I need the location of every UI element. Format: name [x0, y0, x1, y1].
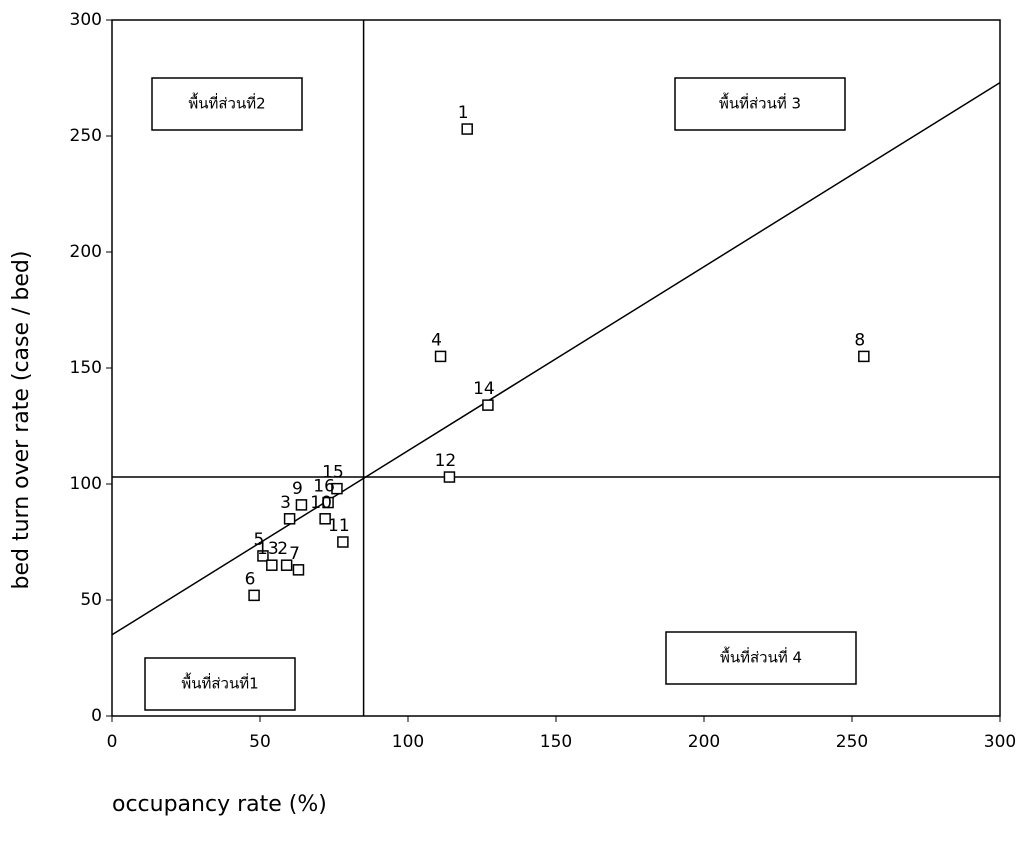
point — [338, 537, 348, 547]
x-tick-label: 0 — [107, 732, 118, 752]
y-tick-label: 100 — [70, 474, 102, 494]
point — [859, 351, 869, 361]
point — [267, 560, 277, 570]
y-tick-label: 150 — [70, 358, 102, 378]
point — [249, 590, 259, 600]
y-tick-label: 300 — [70, 10, 102, 30]
x-axis-title: occupancy rate (%) — [112, 792, 327, 817]
point-label: 6 — [245, 569, 256, 589]
zone-label: พื้นที่ส่วนที่2 — [188, 93, 265, 113]
point-label: 8 — [854, 330, 865, 350]
point-label: 3 — [280, 493, 291, 513]
zone-label: พื้นที่ส่วนที่1 — [181, 673, 258, 693]
x-tick-label: 200 — [688, 732, 720, 752]
chart: occupancy rate (%) bed turn over rate (c… — [0, 0, 1024, 840]
point — [296, 500, 306, 510]
point-label: 12 — [435, 451, 457, 471]
point-label: 14 — [473, 379, 495, 399]
point — [483, 400, 493, 410]
point — [436, 351, 446, 361]
x-tick-label: 150 — [540, 732, 572, 752]
y-tick-label: 50 — [80, 590, 102, 610]
point-label: 2 — [277, 539, 288, 559]
point — [285, 514, 295, 524]
point-label: 11 — [328, 516, 350, 536]
x-tick-label: 250 — [836, 732, 868, 752]
y-axis-title: bed turn over rate (case / bed) — [9, 251, 34, 590]
y-tick-label: 200 — [70, 242, 102, 262]
x-tick-label: 100 — [392, 732, 424, 752]
point — [444, 472, 454, 482]
x-tick-label: 50 — [249, 732, 271, 752]
y-tick-label: 0 — [91, 706, 102, 726]
point-label: 7 — [289, 544, 300, 564]
point-label: 13 — [257, 539, 279, 559]
point-label: 10 — [310, 493, 332, 513]
point-label: 4 — [431, 330, 442, 350]
x-tick-label: 300 — [984, 732, 1016, 752]
point-label: 1 — [458, 103, 469, 123]
y-tick-label: 250 — [70, 126, 102, 146]
point — [293, 565, 303, 575]
zone-label: พื้นที่ส่วนที่ 3 — [719, 93, 801, 113]
zone-label: พื้นที่ส่วนที่ 4 — [720, 647, 802, 667]
point — [462, 124, 472, 134]
point-label: 9 — [292, 479, 303, 499]
